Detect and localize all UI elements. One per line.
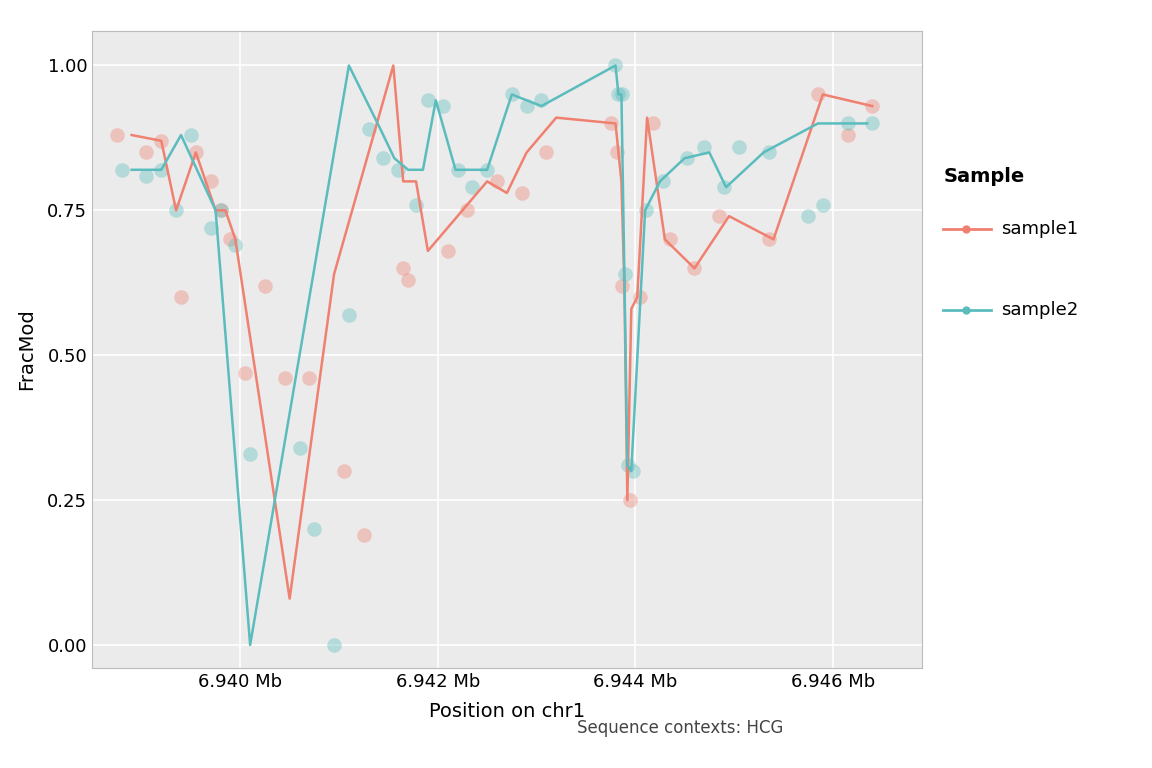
- Point: [513, 187, 531, 199]
- Point: [809, 88, 827, 101]
- Point: [759, 146, 778, 158]
- Point: [660, 233, 679, 246]
- Point: [839, 129, 857, 141]
- Point: [152, 134, 170, 147]
- Point: [187, 146, 205, 158]
- Point: [608, 146, 627, 158]
- Point: [644, 118, 662, 130]
- Point: [439, 245, 457, 257]
- Point: [399, 273, 417, 286]
- Point: [359, 123, 378, 135]
- Point: [615, 268, 634, 280]
- Point: [256, 280, 274, 292]
- Point: [152, 164, 170, 176]
- Point: [167, 204, 185, 217]
- Point: [532, 94, 551, 107]
- Point: [211, 204, 229, 217]
- Point: [418, 94, 437, 107]
- Point: [813, 198, 832, 210]
- Point: [609, 88, 628, 101]
- Point: [202, 175, 220, 187]
- Point: [601, 118, 620, 130]
- Point: [448, 164, 467, 176]
- Point: [631, 291, 650, 303]
- Point: [759, 233, 778, 246]
- Point: [221, 233, 240, 246]
- Point: [623, 465, 642, 477]
- Point: [463, 181, 482, 194]
- Point: [182, 129, 200, 141]
- Point: [107, 129, 126, 141]
- Point: [729, 141, 748, 153]
- Point: [677, 152, 696, 164]
- Point: [621, 494, 639, 506]
- Point: [374, 152, 393, 164]
- Point: [202, 222, 220, 234]
- Point: [290, 442, 309, 454]
- Point: [275, 372, 294, 385]
- Point: [653, 175, 672, 187]
- Text: Sample: Sample: [943, 167, 1025, 186]
- Point: [502, 88, 521, 101]
- Point: [325, 639, 343, 651]
- Point: [355, 528, 373, 541]
- Text: Sequence contexts: HCG: Sequence contexts: HCG: [577, 720, 783, 737]
- Point: [389, 164, 408, 176]
- Point: [211, 204, 229, 217]
- Point: [619, 459, 637, 472]
- Point: [710, 210, 728, 222]
- Text: sample1: sample1: [1001, 220, 1078, 238]
- Point: [335, 465, 354, 477]
- Point: [637, 204, 655, 217]
- Point: [478, 164, 497, 176]
- Point: [606, 59, 624, 71]
- Y-axis label: FracMod: FracMod: [17, 309, 36, 390]
- Point: [685, 262, 704, 274]
- Point: [863, 100, 881, 112]
- Point: [407, 198, 425, 210]
- X-axis label: Position on chr1: Position on chr1: [429, 702, 585, 721]
- Point: [613, 88, 631, 101]
- Point: [137, 146, 156, 158]
- Point: [798, 210, 817, 222]
- Point: [433, 100, 452, 112]
- Point: [340, 309, 358, 321]
- Point: [458, 204, 477, 217]
- Point: [236, 366, 255, 379]
- Point: [113, 164, 131, 176]
- Point: [537, 146, 555, 158]
- Point: [137, 170, 156, 182]
- Point: [394, 262, 412, 274]
- Point: [863, 118, 881, 130]
- Point: [172, 291, 190, 303]
- Point: [715, 181, 734, 194]
- Text: sample2: sample2: [1001, 300, 1078, 319]
- Point: [695, 141, 713, 153]
- Point: [241, 448, 259, 460]
- Point: [487, 175, 506, 187]
- Point: [839, 118, 857, 130]
- Point: [305, 523, 324, 535]
- Point: [226, 239, 244, 251]
- Point: [517, 100, 536, 112]
- Point: [613, 280, 631, 292]
- Point: [301, 372, 319, 385]
